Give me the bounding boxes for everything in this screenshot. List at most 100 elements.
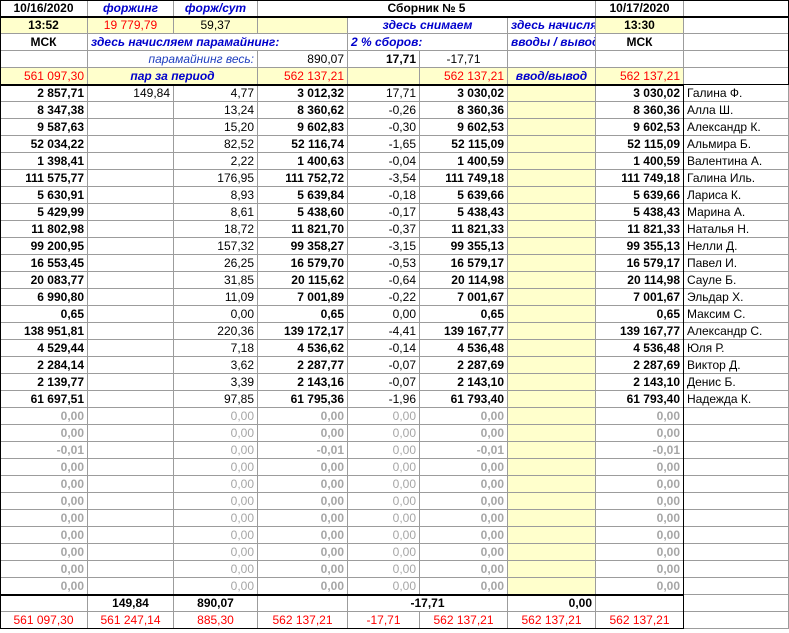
row-18-io[interactable] <box>508 374 596 391</box>
row-22-balance-end[interactable]: -0,01 <box>596 442 684 459</box>
footer-sum-io[interactable]: 0,00 <box>508 595 596 612</box>
row-12-io[interactable] <box>508 272 596 289</box>
row-3-paramining[interactable]: 15,20 <box>174 119 258 136</box>
row-17-subtotal[interactable]: 2 287,77 <box>258 357 348 374</box>
header-total-mid2[interactable]: 562 137,21 <box>420 68 508 85</box>
row-25-after-fees[interactable]: 0,00 <box>420 493 508 510</box>
row-5-participant-name[interactable]: Валентина А. <box>684 153 789 170</box>
row-26-after-fees[interactable]: 0,00 <box>420 510 508 527</box>
row-27-participant-name[interactable] <box>684 527 789 544</box>
row-21-balance-end[interactable]: 0,00 <box>596 425 684 442</box>
row-13-subtotal[interactable]: 7 001,89 <box>258 289 348 306</box>
row-3-fees[interactable]: -0,30 <box>348 119 420 136</box>
row-17-fees[interactable]: -0,07 <box>348 357 420 374</box>
row-29-paramining[interactable]: 0,00 <box>174 561 258 578</box>
row-13-forging[interactable] <box>88 289 174 306</box>
row-14-after-fees[interactable]: 0,65 <box>420 306 508 323</box>
row-3-io[interactable] <box>508 119 596 136</box>
row-2-paramining[interactable]: 13,24 <box>174 102 258 119</box>
row-15-subtotal[interactable]: 139 172,17 <box>258 323 348 340</box>
row-6-paramining[interactable]: 176,95 <box>174 170 258 187</box>
header-blank[interactable] <box>258 17 348 34</box>
row-30-balance-end[interactable]: 0,00 <box>596 578 684 595</box>
row-3-participant-name[interactable]: Александр К. <box>684 119 789 136</box>
row-17-io[interactable] <box>508 357 596 374</box>
row-29-io[interactable] <box>508 561 596 578</box>
row-21-io[interactable] <box>508 425 596 442</box>
row-24-fees[interactable]: 0,00 <box>348 476 420 493</box>
row-18-subtotal[interactable]: 2 143,16 <box>258 374 348 391</box>
footer-total-8[interactable]: 562 137,21 <box>596 612 684 629</box>
row-11-balance-start[interactable]: 16 553,45 <box>0 255 88 272</box>
row-30-io[interactable] <box>508 578 596 595</box>
row-19-fees[interactable]: -1,96 <box>348 391 420 408</box>
row-28-paramining[interactable]: 0,00 <box>174 544 258 561</box>
row-26-balance-end[interactable]: 0,00 <box>596 510 684 527</box>
row-11-subtotal[interactable]: 16 579,70 <box>258 255 348 272</box>
row-4-fees[interactable]: -1,65 <box>348 136 420 153</box>
row-9-io[interactable] <box>508 221 596 238</box>
row-8-fees[interactable]: -0,17 <box>348 204 420 221</box>
row-28-after-fees[interactable]: 0,00 <box>420 544 508 561</box>
footer-total-3[interactable]: 885,30 <box>174 612 258 629</box>
row-9-balance-end[interactable]: 11 821,33 <box>596 221 684 238</box>
row-30-participant-name[interactable] <box>684 578 789 595</box>
header-forging-value[interactable]: 19 779,79 <box>88 17 174 34</box>
row-12-forging[interactable] <box>88 272 174 289</box>
row-7-subtotal[interactable]: 5 639,84 <box>258 187 348 204</box>
row-12-fees[interactable]: -0,64 <box>348 272 420 289</box>
row-19-subtotal[interactable]: 61 795,36 <box>258 391 348 408</box>
footer-total-1[interactable]: 561 097,30 <box>0 612 88 629</box>
row-10-forging[interactable] <box>88 238 174 255</box>
row-29-balance-end[interactable]: 0,00 <box>596 561 684 578</box>
row-27-balance-end[interactable]: 0,00 <box>596 527 684 544</box>
row-2-balance-start[interactable]: 8 347,38 <box>0 102 88 119</box>
row-6-balance-start[interactable]: 111 575,77 <box>0 170 88 187</box>
header-total-left[interactable]: 561 097,30 <box>0 68 88 85</box>
header-msk-right[interactable]: МСК <box>596 34 684 51</box>
row-10-participant-name[interactable]: Нелли Д. <box>684 238 789 255</box>
row-23-fees[interactable]: 0,00 <box>348 459 420 476</box>
row-28-balance-start[interactable]: 0,00 <box>0 544 88 561</box>
row-27-balance-start[interactable]: 0,00 <box>0 527 88 544</box>
row-13-balance-end[interactable]: 7 001,67 <box>596 289 684 306</box>
row-1-subtotal[interactable]: 3 012,32 <box>258 85 348 102</box>
header-blank[interactable] <box>596 51 684 68</box>
row-10-io[interactable] <box>508 238 596 255</box>
row-15-after-fees[interactable]: 139 167,77 <box>420 323 508 340</box>
row-17-after-fees[interactable]: 2 287,69 <box>420 357 508 374</box>
header-paramining-weight-value[interactable]: 890,07 <box>258 51 348 68</box>
row-21-participant-name[interactable] <box>684 425 789 442</box>
row-29-fees[interactable]: 0,00 <box>348 561 420 578</box>
row-2-io[interactable] <box>508 102 596 119</box>
row-4-participant-name[interactable]: Альмира Б. <box>684 136 789 153</box>
row-20-fees[interactable]: 0,00 <box>348 408 420 425</box>
row-5-forging[interactable] <box>88 153 174 170</box>
header-empty-cell[interactable] <box>684 68 789 85</box>
footer-sum-fees[interactable]: -17,71 <box>348 595 508 612</box>
row-25-subtotal[interactable]: 0,00 <box>258 493 348 510</box>
row-18-after-fees[interactable]: 2 143,10 <box>420 374 508 391</box>
row-6-after-fees[interactable]: 111 749,18 <box>420 170 508 187</box>
row-19-io[interactable] <box>508 391 596 408</box>
row-9-participant-name[interactable]: Наталья Н. <box>684 221 789 238</box>
row-30-subtotal[interactable]: 0,00 <box>258 578 348 595</box>
row-16-io[interactable] <box>508 340 596 357</box>
row-15-participant-name[interactable]: Александр С. <box>684 323 789 340</box>
row-29-after-fees[interactable]: 0,00 <box>420 561 508 578</box>
row-10-paramining[interactable]: 157,32 <box>174 238 258 255</box>
row-24-balance-start[interactable]: 0,00 <box>0 476 88 493</box>
row-5-paramining[interactable]: 2,22 <box>174 153 258 170</box>
footer-sum-forging[interactable]: 149,84 <box>88 595 174 612</box>
row-13-paramining[interactable]: 11,09 <box>174 289 258 306</box>
row-30-balance-start[interactable]: 0,00 <box>0 578 88 595</box>
row-14-subtotal[interactable]: 0,65 <box>258 306 348 323</box>
row-24-io[interactable] <box>508 476 596 493</box>
row-17-forging[interactable] <box>88 357 174 374</box>
row-16-balance-end[interactable]: 4 536,48 <box>596 340 684 357</box>
row-12-balance-end[interactable]: 20 114,98 <box>596 272 684 289</box>
row-2-forging[interactable] <box>88 102 174 119</box>
row-22-forging[interactable] <box>88 442 174 459</box>
row-7-fees[interactable]: -0,18 <box>348 187 420 204</box>
row-18-balance-end[interactable]: 2 143,10 <box>596 374 684 391</box>
